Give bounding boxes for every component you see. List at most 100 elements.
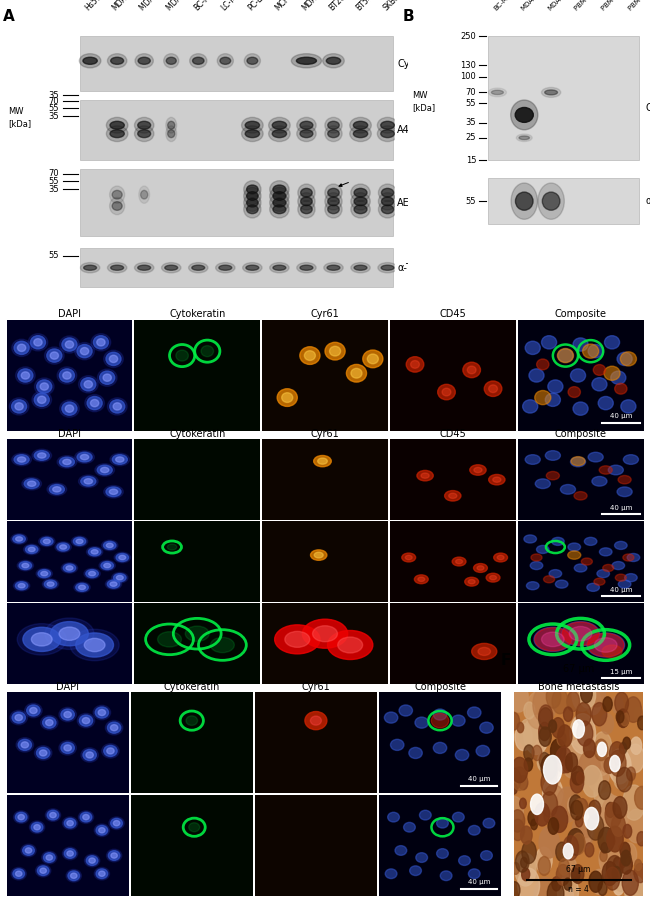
- Text: 100: 100: [460, 72, 476, 81]
- Circle shape: [91, 334, 111, 351]
- Ellipse shape: [297, 262, 316, 272]
- Circle shape: [18, 814, 25, 820]
- Circle shape: [531, 554, 542, 561]
- Circle shape: [67, 821, 73, 826]
- Circle shape: [601, 714, 614, 734]
- Circle shape: [535, 628, 571, 651]
- Circle shape: [566, 753, 577, 772]
- Text: 70: 70: [48, 169, 59, 178]
- Circle shape: [21, 844, 36, 857]
- Text: BT549: BT549: [354, 0, 378, 12]
- Ellipse shape: [268, 118, 290, 133]
- Circle shape: [591, 742, 612, 776]
- Circle shape: [76, 539, 83, 544]
- Circle shape: [25, 848, 32, 853]
- Circle shape: [571, 457, 586, 467]
- Circle shape: [530, 794, 543, 814]
- Circle shape: [22, 563, 29, 567]
- Circle shape: [302, 619, 348, 648]
- Circle shape: [101, 540, 118, 550]
- Circle shape: [46, 855, 53, 861]
- Circle shape: [300, 347, 320, 365]
- Circle shape: [275, 624, 320, 654]
- Ellipse shape: [272, 129, 287, 138]
- Circle shape: [571, 868, 580, 881]
- Circle shape: [61, 742, 74, 754]
- Circle shape: [506, 768, 521, 791]
- Circle shape: [538, 752, 550, 771]
- Ellipse shape: [138, 265, 151, 271]
- Title: CD45: CD45: [439, 429, 466, 439]
- Circle shape: [38, 452, 46, 458]
- Circle shape: [474, 564, 488, 573]
- Circle shape: [40, 868, 46, 873]
- Circle shape: [589, 872, 603, 892]
- Circle shape: [612, 696, 623, 713]
- Circle shape: [107, 398, 127, 415]
- Circle shape: [65, 405, 73, 413]
- Ellipse shape: [138, 121, 151, 129]
- Circle shape: [541, 792, 558, 817]
- Circle shape: [452, 813, 464, 822]
- Text: MW: MW: [413, 90, 428, 100]
- Ellipse shape: [245, 129, 259, 138]
- Circle shape: [562, 746, 582, 778]
- Ellipse shape: [246, 205, 258, 214]
- Ellipse shape: [301, 205, 312, 214]
- Circle shape: [526, 582, 539, 590]
- Circle shape: [535, 479, 551, 489]
- Ellipse shape: [298, 193, 315, 210]
- Circle shape: [99, 560, 116, 571]
- Circle shape: [51, 622, 88, 646]
- Circle shape: [107, 748, 114, 754]
- Circle shape: [157, 632, 181, 647]
- Circle shape: [625, 809, 647, 843]
- Title: Cyr61: Cyr61: [302, 681, 330, 691]
- Circle shape: [524, 535, 536, 543]
- Circle shape: [60, 400, 79, 417]
- Circle shape: [619, 743, 627, 754]
- Title: Cyr61: Cyr61: [311, 310, 339, 319]
- Circle shape: [616, 711, 624, 723]
- Circle shape: [556, 787, 578, 823]
- Circle shape: [16, 871, 22, 876]
- Circle shape: [57, 367, 77, 384]
- Circle shape: [541, 336, 556, 349]
- Ellipse shape: [112, 202, 122, 210]
- Circle shape: [606, 803, 616, 817]
- Circle shape: [556, 864, 569, 885]
- Circle shape: [31, 336, 46, 349]
- Circle shape: [452, 715, 465, 726]
- Circle shape: [32, 449, 51, 462]
- Circle shape: [588, 345, 603, 357]
- Circle shape: [83, 814, 89, 820]
- Circle shape: [16, 537, 23, 541]
- Circle shape: [16, 813, 27, 822]
- Circle shape: [96, 869, 108, 879]
- Ellipse shape: [296, 57, 317, 64]
- Circle shape: [65, 341, 73, 348]
- Circle shape: [599, 781, 610, 799]
- Circle shape: [582, 766, 603, 797]
- Ellipse shape: [378, 262, 397, 272]
- Circle shape: [604, 336, 619, 349]
- Text: 250: 250: [460, 32, 476, 41]
- Circle shape: [540, 752, 550, 768]
- Circle shape: [474, 467, 482, 472]
- Circle shape: [574, 564, 587, 572]
- Circle shape: [572, 814, 594, 849]
- Circle shape: [612, 814, 625, 836]
- Circle shape: [528, 810, 538, 825]
- Text: 40 μm: 40 μm: [610, 587, 632, 593]
- Text: 67 μm: 67 μm: [563, 664, 594, 674]
- Circle shape: [93, 705, 110, 719]
- Circle shape: [57, 455, 77, 468]
- Circle shape: [188, 823, 200, 832]
- Circle shape: [508, 712, 519, 730]
- Circle shape: [594, 578, 605, 586]
- Circle shape: [459, 856, 471, 865]
- Ellipse shape: [324, 262, 343, 272]
- Ellipse shape: [111, 57, 124, 64]
- Circle shape: [623, 738, 630, 749]
- Circle shape: [638, 716, 646, 729]
